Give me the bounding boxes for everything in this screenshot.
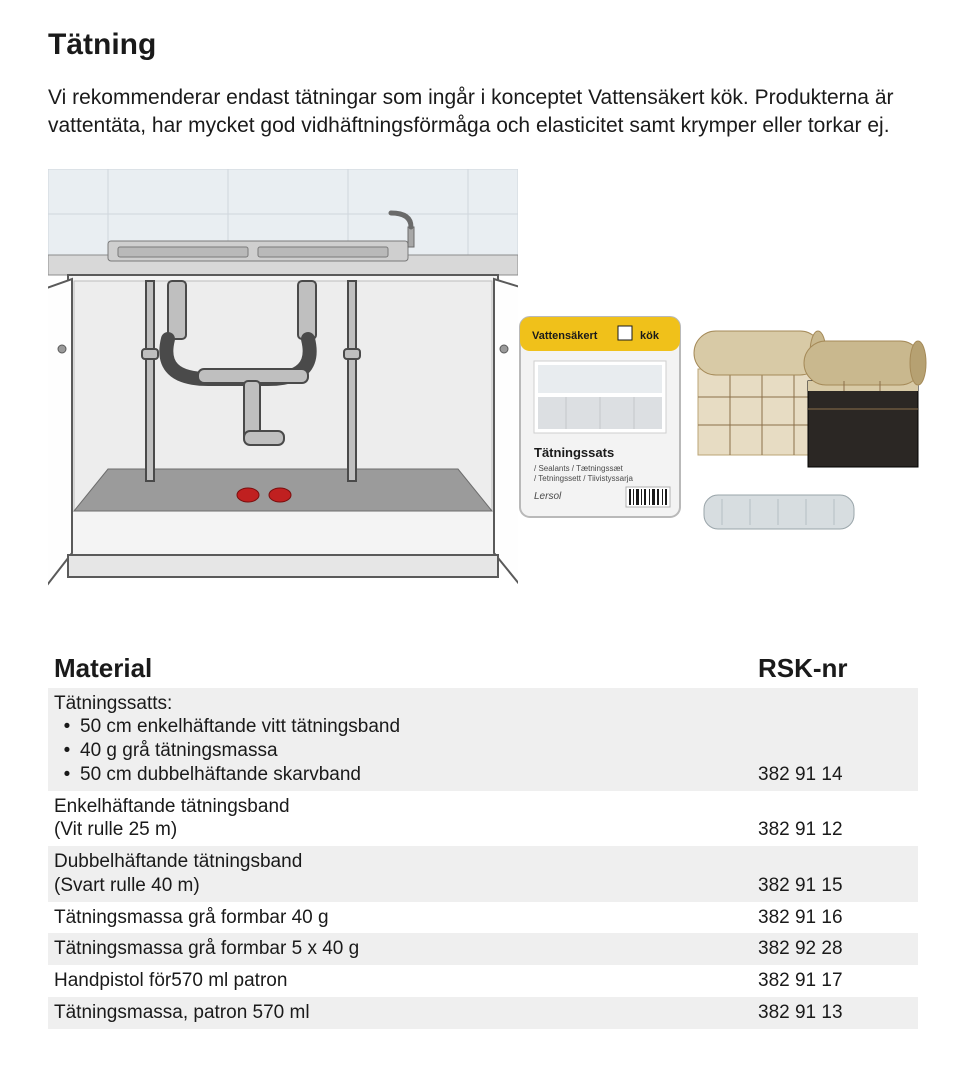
row0-bullet: 40 g grå tätningsmassa <box>54 739 748 763</box>
package-brand-right: kök <box>640 330 660 342</box>
page-title: Tätning <box>48 28 912 62</box>
row0-bullet: 50 cm enkelhäftande vitt tätningsband <box>54 715 748 739</box>
package-product-title: Tätningssats <box>534 445 614 460</box>
table-row: Tätningssatts: 50 cm enkelhäftande vitt … <box>48 688 918 791</box>
row3-rsk: 382 91 16 <box>758 906 918 930</box>
row3-material: Tätningsmassa grå formbar 40 g <box>48 906 758 930</box>
row4-material: Tätningsmassa grå formbar 5 x 40 g <box>48 937 758 961</box>
product-photo: Vattensäkert kök Tätningssats / Sealants… <box>508 309 928 549</box>
row5-rsk: 382 91 17 <box>758 969 918 993</box>
row0-bullet: 50 cm dubbelhäftande skarvband <box>54 763 748 787</box>
under-sink-illustration <box>48 169 518 609</box>
intro-paragraph: Vi rekommenderar endast tätningar som in… <box>48 84 908 141</box>
package-sub1: / Sealants / Tætningssæt <box>534 464 624 473</box>
package-brand-left: Vattensäkert <box>532 330 598 342</box>
material-table: Material RSK-nr Tätningssatts: 50 cm enk… <box>48 649 918 1029</box>
package-sub2: / Tetningssett / Tiivistyssarja <box>534 474 634 483</box>
row6-material: Tätningsmassa, patron 570 ml <box>48 1001 758 1025</box>
row6-rsk: 382 91 13 <box>758 1001 918 1025</box>
row2-rsk: 382 91 15 <box>758 874 918 898</box>
package-maker: Lersol <box>534 491 562 502</box>
table-row: Tätningsmassa grå formbar 40 g 382 91 16 <box>48 902 918 934</box>
row0-rsk: 382 91 14 <box>758 763 918 787</box>
row1-rsk: 382 91 12 <box>758 818 918 842</box>
illustration-area: Vattensäkert kök Tätningssats / Sealants… <box>48 169 928 609</box>
row4-rsk: 382 92 28 <box>758 937 918 961</box>
table-header-row: Material RSK-nr <box>48 649 918 688</box>
row0-label: Tätningssatts: <box>54 692 748 716</box>
table-row: Handpistol för570 ml patron 382 91 17 <box>48 965 918 997</box>
table-row: Dubbelhäftande tätningsband (Svart rulle… <box>48 846 918 902</box>
row2-material: Dubbelhäftande tätningsband (Svart rulle… <box>48 850 758 898</box>
table-row: Tätningsmassa grå formbar 5 x 40 g 382 9… <box>48 933 918 965</box>
row1-material: Enkelhäftande tätningsband (Vit rulle 25… <box>48 795 758 843</box>
header-material: Material <box>48 653 758 684</box>
row5-material: Handpistol för570 ml patron <box>48 969 758 993</box>
table-row: Enkelhäftande tätningsband (Vit rulle 25… <box>48 791 918 847</box>
header-rsk: RSK-nr <box>758 653 918 684</box>
table-row: Tätningsmassa, patron 570 ml 382 91 13 <box>48 997 918 1029</box>
